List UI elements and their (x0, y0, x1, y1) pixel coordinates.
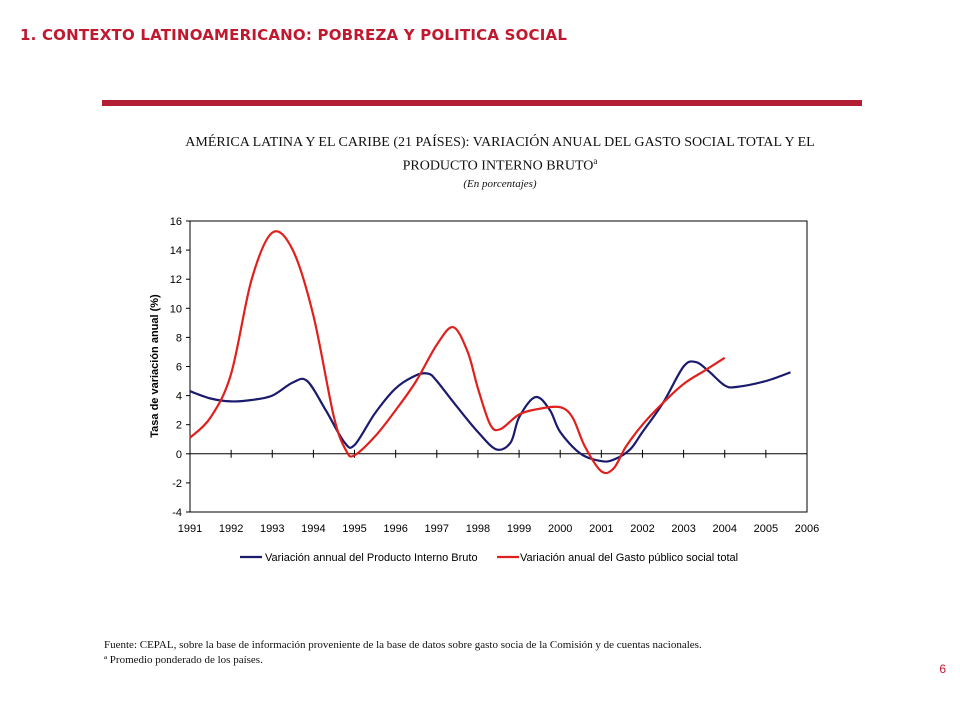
x-tick-label: 2002 (630, 523, 654, 535)
legend-label: Variación anual del Gasto público social… (520, 552, 738, 564)
y-tick-label: -4 (172, 507, 182, 519)
y-tick-label: 4 (176, 391, 182, 403)
chart-subtitle: (En porcentajes) (463, 178, 537, 190)
x-tick-label: 1994 (301, 523, 325, 535)
y-tick-label: 12 (170, 274, 182, 286)
x-tick-label: 2006 (795, 523, 819, 535)
header-rule (102, 100, 862, 106)
chart-title-line2: PRODUCTO INTERNO BRUTO (402, 158, 594, 174)
y-tick-label: -2 (172, 478, 182, 490)
chart-axes (186, 220, 808, 513)
x-tick-label: 1997 (425, 523, 449, 535)
x-tick-label: 1992 (219, 523, 243, 535)
chart-series (189, 230, 791, 475)
x-tick-label: 1998 (466, 523, 490, 535)
y-tick-label: 0 (176, 449, 182, 461)
y-tick-labels: -4 -2 0 2 4 6 8 10 12 14 16 (170, 216, 182, 519)
y-tick-label: 10 (170, 303, 182, 315)
footnote-line: ª Promedio ponderado de los países. (104, 654, 263, 666)
x-tick-label: 1993 (260, 523, 284, 535)
x-tick-label: 1991 (178, 523, 202, 535)
x-tick-label: 2001 (589, 523, 613, 535)
title-footnote-mark: a (593, 156, 598, 166)
plot-frame (189, 220, 808, 513)
x-tick-label: 1995 (342, 523, 366, 535)
x-tick-label: 1996 (383, 523, 407, 535)
x-tick-label: 2004 (712, 523, 736, 535)
x-tick-label: 1999 (507, 523, 531, 535)
y-axis-label: Tasa de variación anual (%) (149, 294, 161, 438)
x-tick-labels: 1991 1992 1993 1994 1995 1996 1997 1998 1999 2000… (178, 523, 819, 535)
y-tick-label: 8 (176, 332, 182, 344)
y-tick-label: 6 (176, 362, 182, 374)
x-tick-label: 2000 (548, 523, 572, 535)
y-tick-label: 2 (176, 420, 182, 432)
x-tick-label: 2003 (671, 523, 695, 535)
y-tick-label: 14 (170, 245, 182, 257)
chart-title: AMÉRICA LATINA Y EL CARIBE (21 PAÍSES): … (100, 134, 900, 176)
x-tick-label: 2005 (754, 523, 778, 535)
series-line-social-spending (189, 230, 726, 475)
source-note: Fuente: CEPAL, sobre la base de informac… (104, 638, 702, 668)
series-line-gdp (189, 360, 791, 463)
chart-legend: Variación annual del Producto Interno Br… (240, 552, 738, 564)
legend-label: Variación annual del Producto Interno Br… (265, 552, 478, 564)
page-number: 6 (939, 662, 946, 676)
source-line: Fuente: CEPAL, sobre la base de informac… (104, 639, 702, 651)
chart-title-line1: AMÉRICA LATINA Y EL CARIBE (21 PAÍSES): … (185, 135, 815, 150)
y-tick-label: 16 (170, 216, 182, 228)
section-header: 1. CONTEXTO LATINOAMERICANO: POBREZA Y P… (20, 26, 568, 44)
